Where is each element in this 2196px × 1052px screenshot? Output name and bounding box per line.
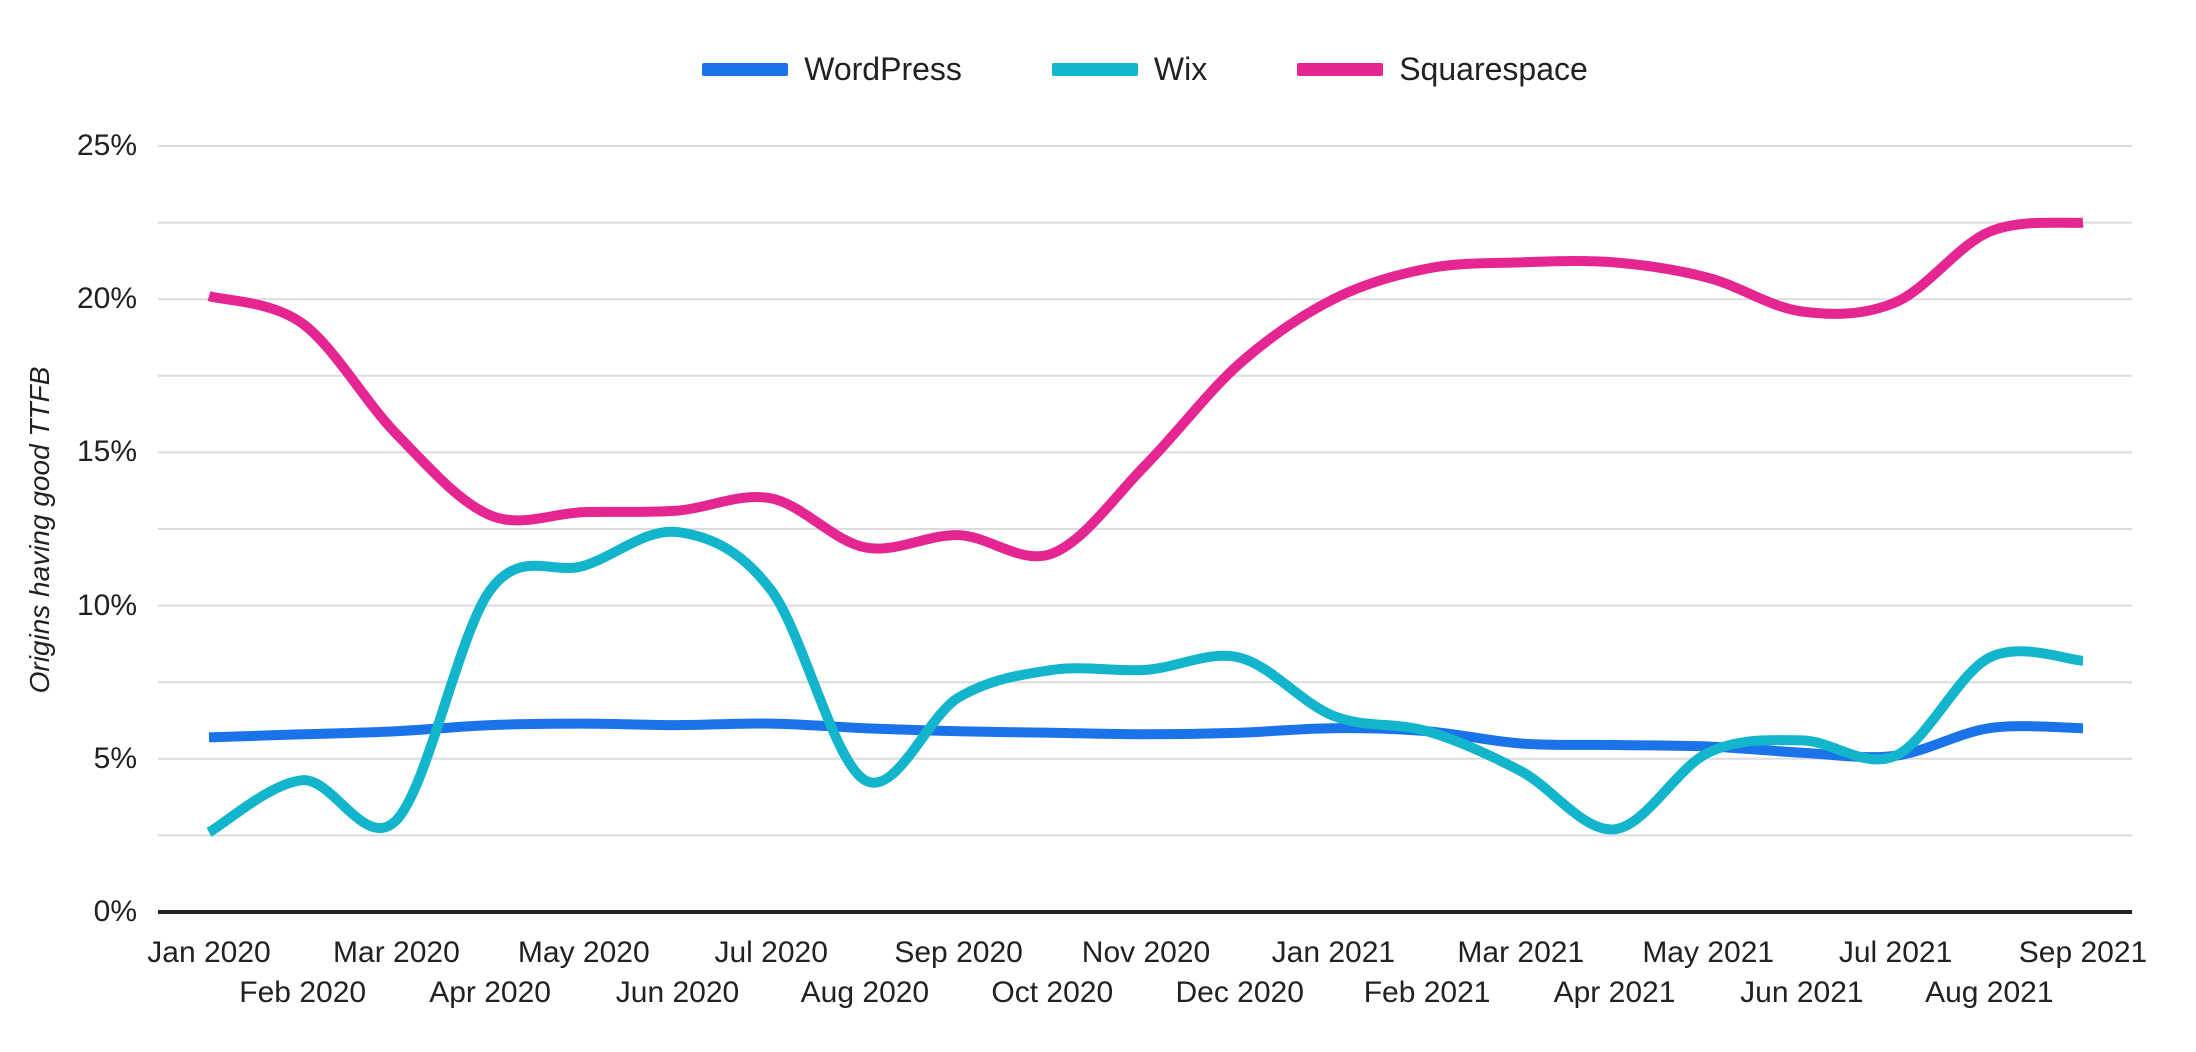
legend-item-wordpress[interactable]: WordPress bbox=[702, 50, 962, 88]
x-tick-label: Feb 2021 bbox=[1363, 976, 1491, 1009]
series-line-squarespace bbox=[207, 217, 2084, 562]
x-tick-label: May 2021 bbox=[1642, 936, 1775, 969]
x-tick-label: Aug 2021 bbox=[1925, 976, 2054, 1009]
x-tick-label: Jul 2020 bbox=[714, 936, 828, 969]
y-tick-label: 10% bbox=[76, 588, 137, 622]
x-tick-label: Feb 2020 bbox=[239, 976, 367, 1009]
x-tick-label: Apr 2021 bbox=[1553, 976, 1676, 1009]
x-tick-label: Oct 2020 bbox=[991, 976, 1114, 1009]
x-tick-label: Aug 2020 bbox=[800, 976, 930, 1009]
x-tick-label: Nov 2020 bbox=[1081, 936, 1211, 969]
x-tick-label: Jul 2021 bbox=[1838, 936, 1953, 969]
x-tick-label: Mar 2020 bbox=[333, 936, 460, 969]
series-line-wordpress bbox=[208, 718, 2084, 763]
y-tick-label: 15% bbox=[76, 435, 137, 469]
legend-swatch-wix bbox=[1051, 62, 1138, 76]
x-tick-label: Apr 2020 bbox=[429, 976, 551, 1009]
x-tick-label: Sep 2020 bbox=[894, 936, 1023, 969]
x-tick-label: Jan 2020 bbox=[147, 936, 271, 969]
y-tick-label: 5% bbox=[93, 741, 137, 775]
y-tick-label: 25% bbox=[76, 129, 137, 162]
x-tick-label: Jun 2020 bbox=[615, 976, 740, 1009]
y-tick-label: 20% bbox=[76, 282, 137, 316]
chart-legend: WordPress Wix Squarespace bbox=[158, 50, 2132, 88]
x-tick-label: Sep 2021 bbox=[2018, 936, 2148, 969]
x-tick-label: May 2020 bbox=[517, 936, 650, 969]
legend-label: Wix bbox=[1153, 51, 1208, 87]
legend-item-wix[interactable]: Wix bbox=[1051, 50, 1208, 88]
y-tick-label: 0% bbox=[93, 895, 137, 928]
series-line-wix bbox=[206, 526, 2084, 837]
legend-swatch-squarespace bbox=[1297, 62, 1384, 76]
x-tick-label: Mar 2021 bbox=[1457, 936, 1585, 969]
x-tick-label: Jan 2021 bbox=[1271, 936, 1396, 969]
x-tick-label: Jun 2021 bbox=[1740, 976, 1864, 1009]
legend-label: Squarespace bbox=[1399, 51, 1588, 87]
legend-label: WordPress bbox=[804, 51, 962, 87]
legend-item-squarespace[interactable]: Squarespace bbox=[1297, 50, 1588, 88]
legend-swatch-wordpress bbox=[702, 62, 789, 76]
x-tick-label: Dec 2020 bbox=[1175, 976, 1304, 1009]
